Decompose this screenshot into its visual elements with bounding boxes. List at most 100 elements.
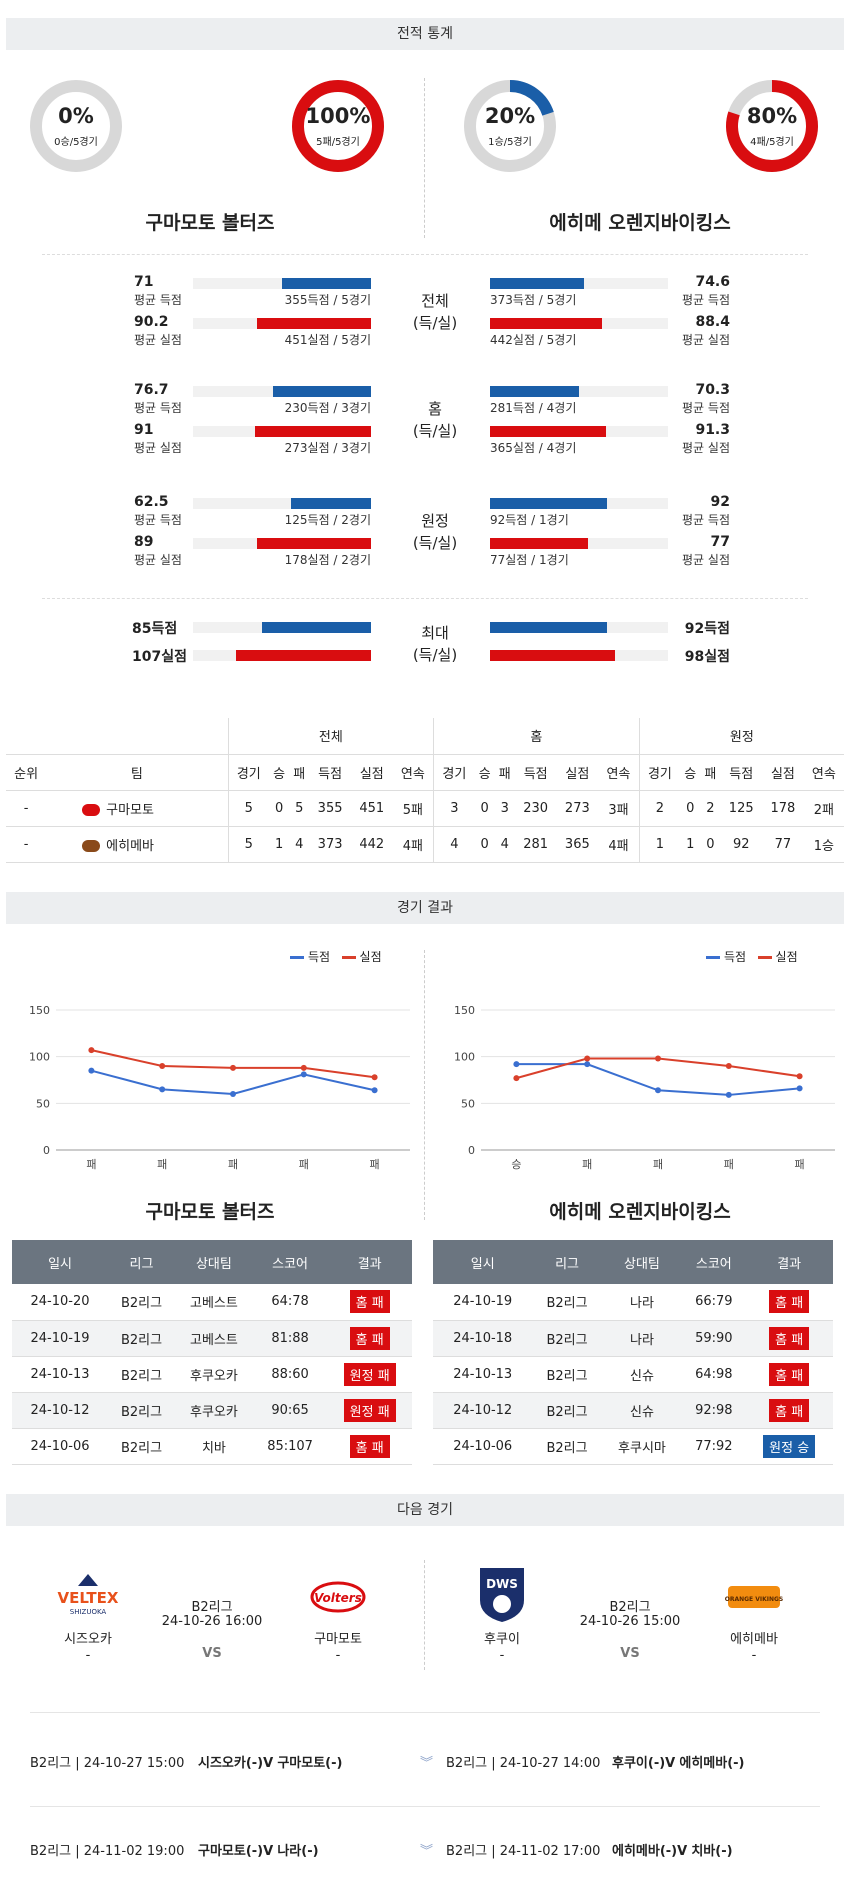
x-tick-label: 패	[724, 1158, 734, 1170]
data-point	[513, 1075, 520, 1082]
next-away-team[interactable]: 에히메바	[730, 1632, 778, 1647]
stat-value-right: 70.3	[695, 382, 730, 398]
standings-col-header: 득점	[720, 754, 763, 791]
standings-col-header: 경기	[433, 754, 475, 791]
future-match-teams[interactable]: 구마모토(-)V 나라(-)	[198, 1844, 319, 1859]
max-allowed-left: 107실점	[132, 649, 187, 665]
stat-value-right: 88.4	[695, 314, 730, 330]
stat-bar-caption-right: 365실점 / 4경기	[490, 441, 577, 455]
standings-group: 원정	[638, 718, 844, 755]
stat-bar-caption-right: 92득점 / 1경기	[490, 513, 569, 527]
result-badge: 홈 패	[769, 1326, 810, 1350]
data-point	[230, 1091, 236, 1097]
veltex-logo: VELTEX SHIZUOKA	[56, 1570, 120, 1620]
data-point	[371, 1087, 378, 1094]
standings-col-header: 순위	[6, 754, 47, 791]
divider	[42, 598, 808, 599]
stat-bar-caption-right: 442실점 / 5경기	[490, 333, 577, 347]
vs-label: VS	[620, 1646, 640, 1661]
divider	[30, 1806, 820, 1807]
series-line	[91, 1049, 375, 1079]
result-badge: 홈 패	[769, 1362, 810, 1386]
table-row: 24-10-19 B2리그 나라 66:79 홈 패	[433, 1284, 833, 1321]
stat-bar-left	[255, 426, 371, 437]
result-badge: 원정 패	[343, 1362, 396, 1386]
series-line	[91, 1069, 375, 1096]
data-point	[300, 1071, 307, 1078]
next-home-rank: -	[499, 1648, 505, 1663]
donut-percent: 20%	[484, 104, 536, 128]
future-match-info: B2리그 | 24-11-02 19:00	[30, 1844, 185, 1859]
y-tick-label: 150	[29, 1004, 50, 1017]
future-match-teams[interactable]: 에히메바(-)V 치바(-)	[612, 1844, 733, 1859]
data-point	[655, 1087, 661, 1094]
standings-col-header: 경기	[638, 754, 681, 791]
future-match-teams[interactable]: 후쿠이(-)V 에히메바(-)	[612, 1756, 745, 1771]
results-col-header: 스코어	[252, 1240, 328, 1284]
next-home-team[interactable]: 후쿠이	[484, 1632, 520, 1647]
standings-col-header: 실점	[350, 754, 393, 791]
table-row: 24-10-20 B2리그 고베스트 64:78 홈 패	[12, 1284, 412, 1321]
next-away-team[interactable]: 구마모토	[314, 1632, 362, 1647]
category-label: 홈 (득/실)	[412, 400, 458, 440]
donut-caption: 1승/5경기	[488, 137, 532, 148]
line-chart-left: 0 50 100 150 패 패 패 패 패	[29, 1004, 410, 1170]
data-point	[88, 1067, 95, 1074]
result-badge: 원정 패	[343, 1398, 396, 1422]
max-scored-right: 92득점	[684, 621, 730, 637]
stat-caption-right: 평균 득점	[682, 401, 730, 415]
standings-col-header: 연속	[598, 754, 640, 791]
divider	[424, 950, 425, 1220]
next-home-team[interactable]: 시즈오카	[64, 1632, 112, 1647]
data-point	[159, 1063, 166, 1069]
team-logo-icon	[82, 804, 101, 816]
team-name-right: 에히메 오렌지바이킹스	[549, 1201, 731, 1223]
standings-col-header: 패	[700, 754, 721, 791]
divider	[424, 1560, 425, 1670]
legend-swatch	[341, 956, 356, 959]
legend-swatch	[290, 956, 304, 959]
standings-col-header: 연속	[803, 754, 844, 791]
chart-legend: 득점 실점	[290, 948, 382, 965]
stat-bar-caption-right: 373득점 / 5경기	[490, 293, 577, 307]
x-tick-label: 패	[582, 1158, 592, 1170]
team-name-left: 구마모토 볼터즈	[145, 212, 275, 234]
stat-bar-caption-left: 125득점 / 2경기	[284, 513, 371, 527]
team-name: 에히메바	[106, 838, 154, 854]
donut-caption: 5패/5경기	[316, 137, 360, 148]
results-col-header: 결과	[327, 1240, 412, 1284]
next-date: 24-10-26 16:00	[161, 1614, 263, 1629]
result-badge: 홈 패	[349, 1326, 390, 1350]
stat-bar-right	[490, 538, 588, 549]
results-col-header: 리그	[108, 1240, 175, 1284]
chart-legend: 득점 실점	[706, 948, 798, 965]
standings-col-header: 득점	[309, 754, 351, 791]
orange-vikings-logo: ORANGE VIKINGS	[724, 1578, 784, 1618]
bar-max-scored-left	[262, 622, 371, 633]
table-row: 24-10-18 B2리그 나라 59:90 홈 패	[433, 1320, 833, 1357]
stat-caption-left: 평균 득점	[134, 513, 182, 527]
bar-max-allowed-left	[236, 650, 371, 661]
stat-value-right: 74.6	[695, 274, 730, 290]
vs-label: VS	[202, 1646, 222, 1661]
category-label: 원정 (득/실)	[412, 512, 458, 552]
stat-bar-caption-left: 230득점 / 3경기	[284, 401, 371, 415]
next-date: 24-10-26 15:00	[579, 1614, 681, 1629]
results-col-header: 결과	[745, 1240, 833, 1284]
chevron-down-icon[interactable]: ︾	[420, 1756, 434, 1771]
dws-logo: DWS	[478, 1566, 526, 1624]
future-match-teams[interactable]: 시즈오카(-)V 구마모토(-)	[198, 1756, 343, 1771]
legend-scored: 득점	[724, 950, 747, 964]
donut-caption: 4패/5경기	[750, 137, 794, 148]
y-tick-label: 0	[43, 1144, 50, 1157]
results-col-header: 스코어	[682, 1240, 746, 1284]
standings-col-header: 연속	[392, 754, 434, 791]
team-logo-icon	[82, 840, 101, 852]
stat-bar-right	[490, 386, 579, 397]
standings-col-header: 득점	[514, 754, 557, 791]
team-name-right: 에히메 오렌지바이킹스	[549, 212, 731, 234]
standings-col-header: 승	[269, 754, 290, 791]
chevron-down-icon[interactable]: ︾	[420, 1844, 434, 1859]
x-tick-label: 패	[299, 1158, 309, 1170]
max-scored-left: 85득점	[132, 621, 178, 637]
